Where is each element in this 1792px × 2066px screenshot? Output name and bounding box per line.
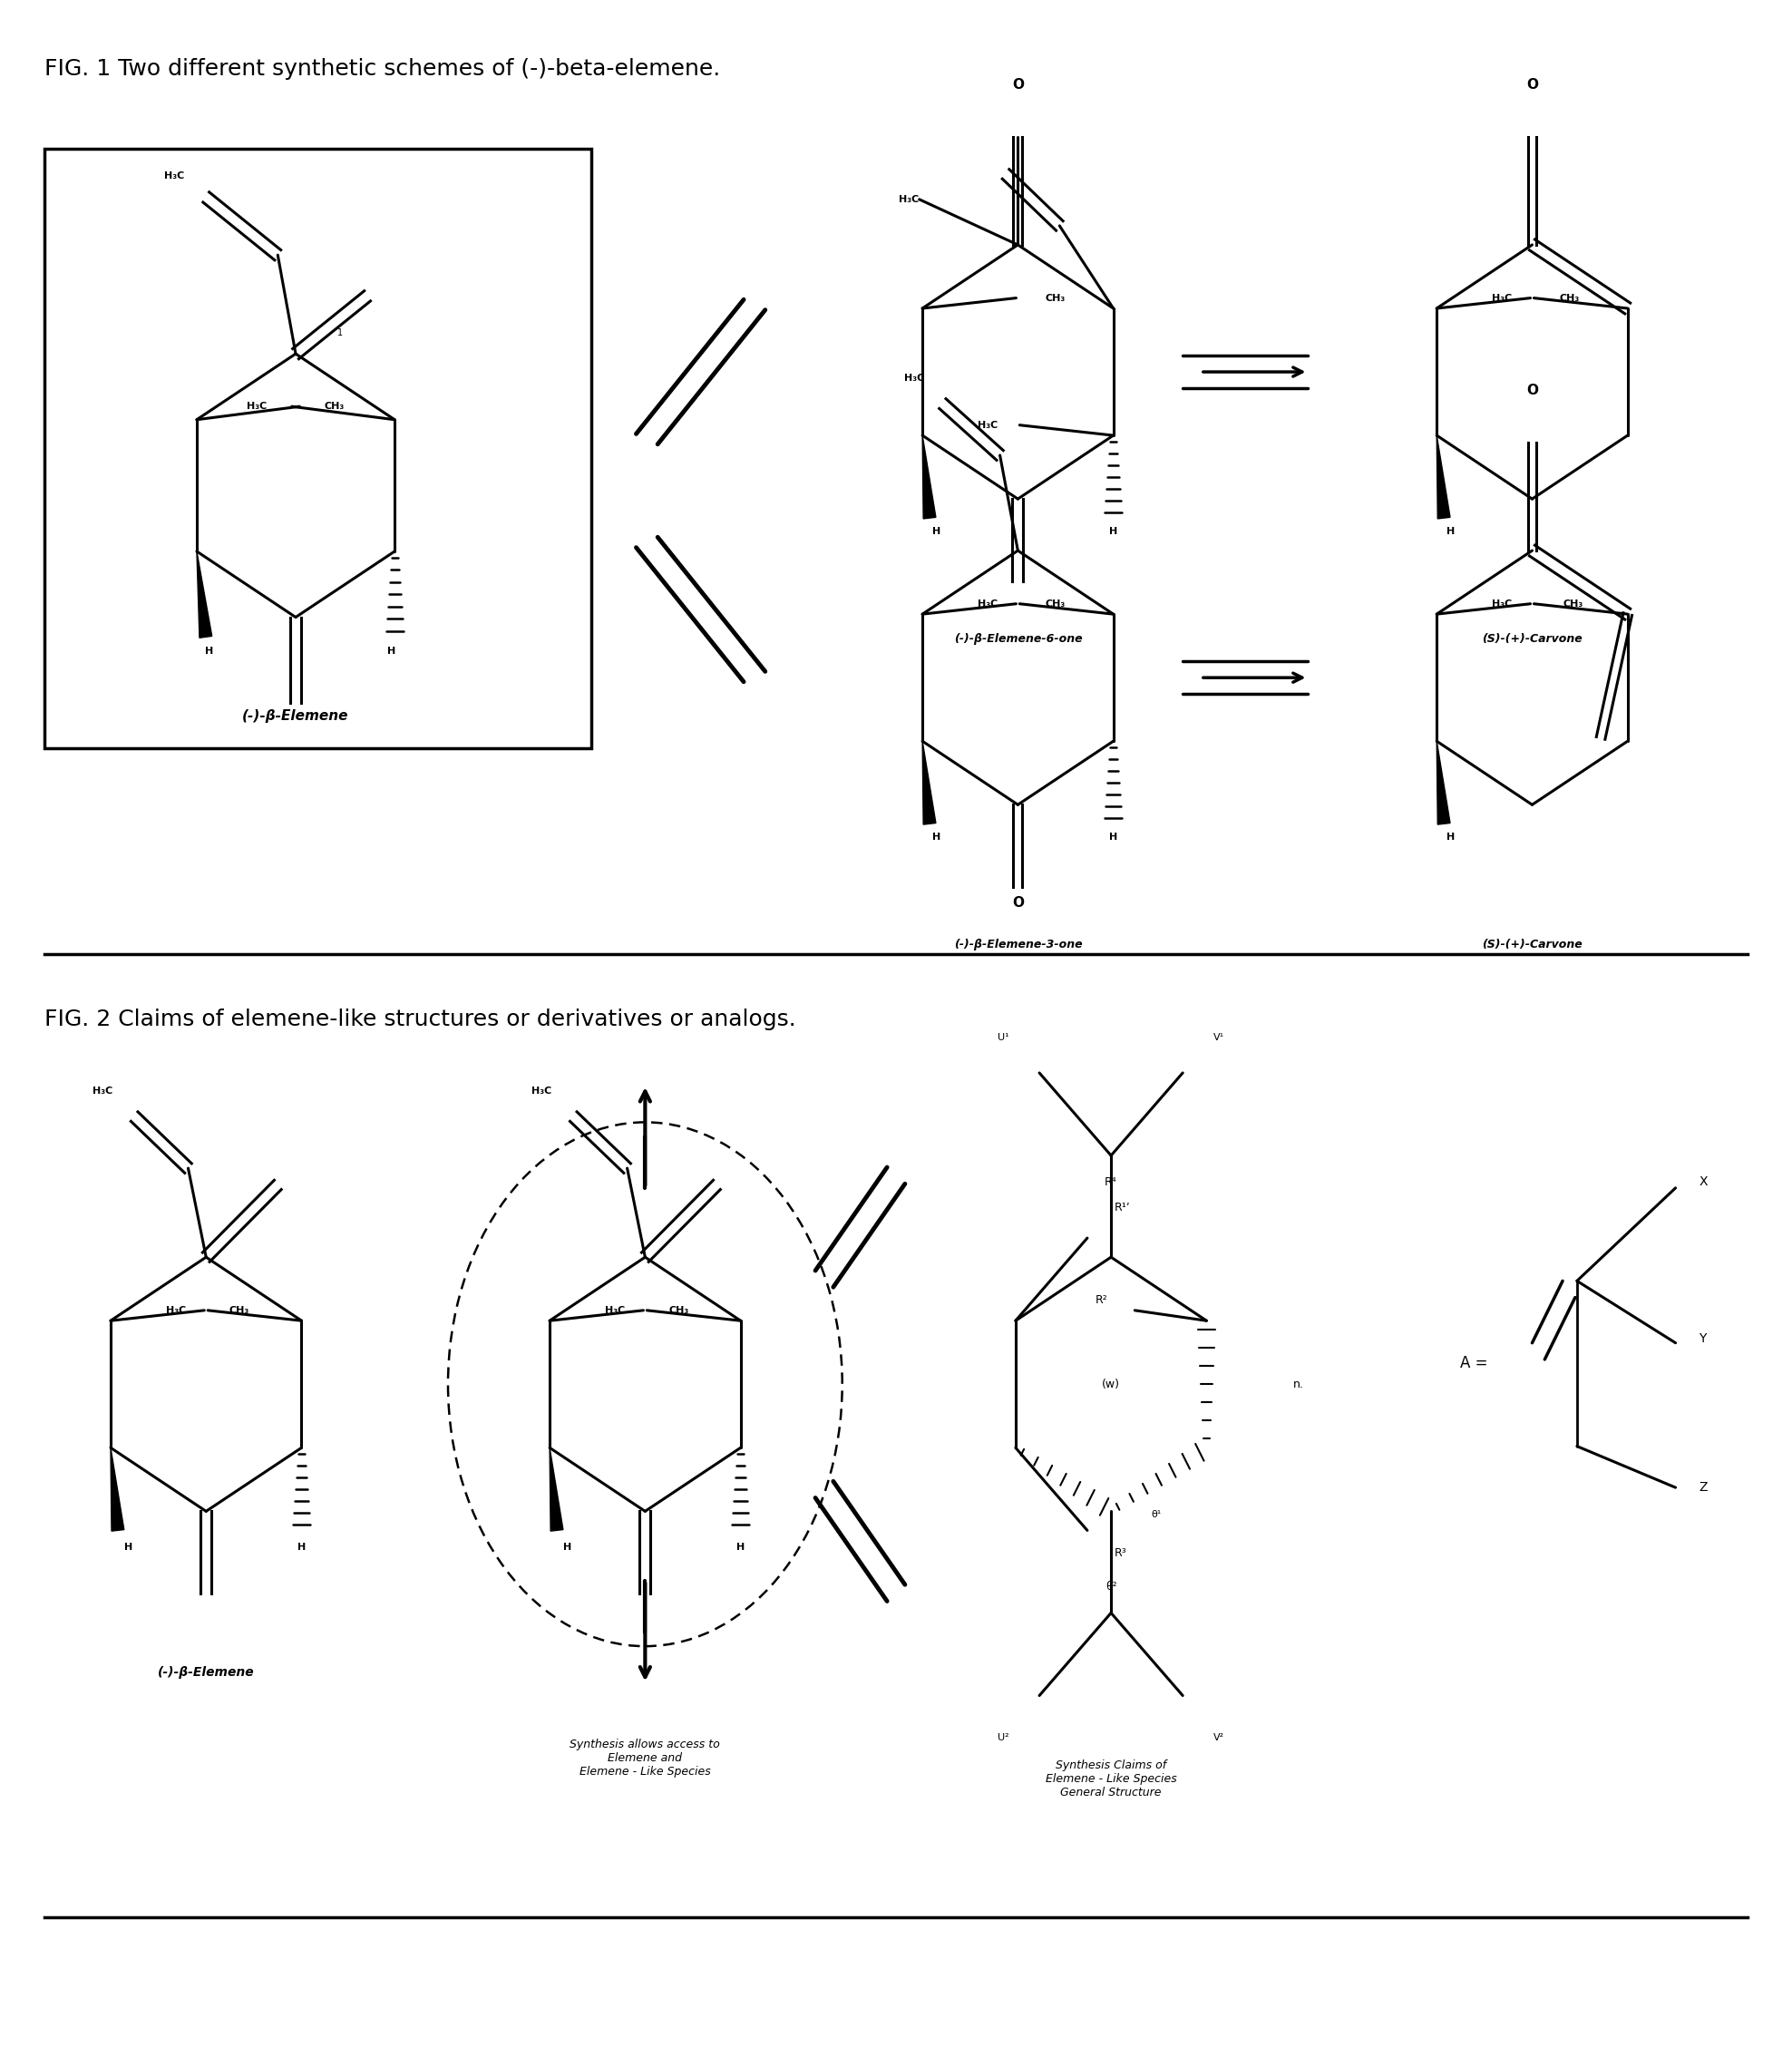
Text: H₃C: H₃C [905, 374, 925, 382]
Text: R¹ʼ: R¹ʼ [1115, 1202, 1131, 1213]
Text: H₃C: H₃C [606, 1306, 625, 1314]
Text: A =: A = [1460, 1355, 1487, 1372]
Text: FIG. 2 Claims of elemene-like structures or derivatives or analogs.: FIG. 2 Claims of elemene-like structures… [45, 1008, 796, 1031]
Text: O: O [1527, 79, 1538, 91]
Text: θ²: θ² [1106, 1580, 1116, 1593]
Text: U²: U² [998, 1733, 1009, 1742]
Text: V²: V² [1213, 1733, 1224, 1742]
Text: O: O [1012, 79, 1023, 91]
FancyBboxPatch shape [45, 149, 591, 748]
Polygon shape [111, 1448, 124, 1531]
Text: H: H [204, 647, 213, 655]
Polygon shape [1437, 436, 1450, 519]
Text: CH₃: CH₃ [1045, 293, 1064, 302]
Text: H: H [1446, 833, 1455, 841]
Text: O: O [1012, 897, 1023, 909]
Text: CH₃: CH₃ [229, 1306, 249, 1314]
Text: R³: R³ [1115, 1547, 1127, 1558]
Text: (w): (w) [1102, 1378, 1120, 1390]
Text: θ¹: θ¹ [1152, 1510, 1161, 1519]
Text: FIG. 1 Two different synthetic schemes of (-)-beta-elemene.: FIG. 1 Two different synthetic schemes o… [45, 58, 720, 81]
Text: n.: n. [1292, 1378, 1305, 1390]
Text: H: H [563, 1543, 572, 1552]
Text: H₃C: H₃C [93, 1087, 113, 1095]
Text: CH₃: CH₃ [668, 1306, 688, 1314]
Text: Y: Y [1699, 1333, 1706, 1345]
Text: H₃C: H₃C [1493, 293, 1512, 302]
Text: H₃C: H₃C [978, 421, 998, 430]
Text: U¹: U¹ [998, 1033, 1009, 1041]
Text: H₃C: H₃C [247, 403, 267, 411]
Text: H: H [1446, 527, 1455, 535]
Text: (-)-β-Elemene-6-one: (-)-β-Elemene-6-one [953, 632, 1082, 645]
Text: 1: 1 [337, 328, 344, 337]
Text: Synthesis allows access to
Elemene and
Elemene - Like Species: Synthesis allows access to Elemene and E… [570, 1738, 720, 1777]
Text: (S)-(+)-Carvone: (S)-(+)-Carvone [1482, 938, 1582, 950]
Text: H₃C: H₃C [165, 171, 185, 180]
Text: H: H [737, 1543, 745, 1552]
Polygon shape [550, 1448, 563, 1531]
Text: H₃C: H₃C [167, 1306, 186, 1314]
Text: O: O [1527, 384, 1538, 397]
Text: Synthesis Claims of
Elemene - Like Species
General Structure: Synthesis Claims of Elemene - Like Speci… [1045, 1758, 1177, 1797]
Text: (-)-β-Elemene-3-one: (-)-β-Elemene-3-one [953, 938, 1082, 950]
Text: H₃C: H₃C [1493, 599, 1512, 607]
Text: H₃C: H₃C [532, 1087, 552, 1095]
Text: CH₃: CH₃ [1045, 599, 1064, 607]
Text: CH₃: CH₃ [1563, 599, 1582, 607]
Polygon shape [197, 552, 211, 638]
Text: CH₃: CH₃ [1559, 293, 1579, 302]
Text: H₃C: H₃C [900, 194, 919, 205]
Text: (-)-β-Elemene: (-)-β-Elemene [242, 709, 349, 723]
Text: V¹: V¹ [1213, 1033, 1224, 1041]
Text: R⁴: R⁴ [1106, 1176, 1116, 1188]
Text: H: H [932, 833, 941, 841]
Text: H: H [387, 647, 396, 655]
Text: CH₃: CH₃ [324, 403, 344, 411]
Polygon shape [1437, 742, 1450, 824]
Text: H: H [1109, 527, 1118, 535]
Text: H: H [297, 1543, 306, 1552]
Text: H: H [1109, 833, 1118, 841]
Text: X: X [1699, 1176, 1708, 1188]
Text: (S)-(+)-Carvone: (S)-(+)-Carvone [1482, 632, 1582, 645]
Text: (-)-β-Elemene: (-)-β-Elemene [158, 1665, 254, 1680]
Polygon shape [923, 436, 935, 519]
Text: H: H [932, 527, 941, 535]
Text: Z: Z [1699, 1481, 1708, 1494]
Text: H₃C: H₃C [978, 599, 998, 607]
Text: R²: R² [1095, 1293, 1107, 1306]
Polygon shape [923, 742, 935, 824]
Text: H: H [124, 1543, 133, 1552]
